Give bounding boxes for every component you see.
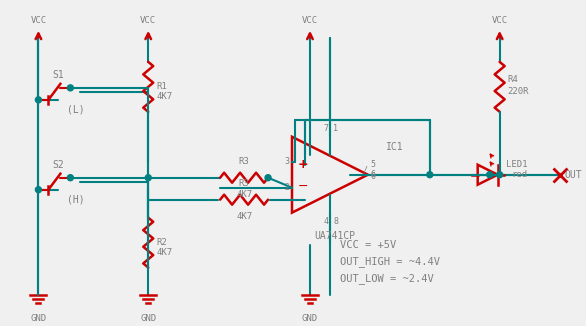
Circle shape: [35, 97, 42, 103]
Text: 2: 2: [284, 183, 289, 192]
Text: OUT: OUT: [564, 170, 582, 180]
Text: LED1: LED1: [506, 160, 527, 169]
Text: 4K7: 4K7: [156, 248, 172, 257]
Text: S2: S2: [53, 160, 64, 170]
Text: 220R: 220R: [507, 87, 529, 96]
Circle shape: [67, 85, 73, 91]
Circle shape: [497, 172, 503, 178]
Text: R3: R3: [239, 157, 250, 166]
Text: VCC: VCC: [302, 16, 318, 25]
Text: 6: 6: [371, 170, 376, 179]
Text: R1: R1: [156, 82, 167, 91]
Text: VCC = +5V
OUT_HIGH = ~4.4V
OUT_LOW = ~2.4V: VCC = +5V OUT_HIGH = ~4.4V OUT_LOW = ~2.…: [340, 240, 440, 284]
Text: 8: 8: [333, 217, 339, 226]
Circle shape: [427, 172, 433, 178]
Text: 1: 1: [333, 124, 339, 133]
Text: GND: GND: [30, 315, 46, 323]
Text: /: /: [363, 165, 368, 174]
Circle shape: [265, 175, 271, 181]
Text: 4K7: 4K7: [236, 212, 252, 221]
Text: 4K7: 4K7: [236, 190, 252, 199]
Circle shape: [35, 187, 42, 193]
Text: 3: 3: [284, 157, 289, 166]
Text: 5: 5: [371, 160, 376, 169]
Text: R4: R4: [507, 75, 519, 84]
Text: IC1: IC1: [386, 142, 404, 152]
Circle shape: [145, 175, 151, 181]
Text: 4: 4: [323, 217, 328, 226]
Text: R2: R2: [156, 238, 167, 247]
Text: UA741CP: UA741CP: [314, 230, 356, 241]
Text: red: red: [512, 170, 528, 179]
Circle shape: [67, 175, 73, 181]
Text: VCC: VCC: [140, 16, 156, 25]
Text: (H): (H): [67, 195, 84, 205]
Text: 7: 7: [323, 124, 328, 133]
Text: 4K7: 4K7: [156, 92, 172, 101]
Text: −: −: [298, 180, 308, 193]
Text: +: +: [298, 158, 309, 171]
Text: GND: GND: [302, 315, 318, 323]
Text: VCC: VCC: [30, 16, 46, 25]
Text: R3: R3: [239, 179, 250, 188]
Text: GND: GND: [140, 315, 156, 323]
Text: S1: S1: [53, 70, 64, 80]
Text: VCC: VCC: [492, 16, 507, 25]
Text: (L): (L): [67, 105, 84, 115]
Circle shape: [487, 172, 493, 178]
Text: 6: 6: [371, 172, 376, 181]
